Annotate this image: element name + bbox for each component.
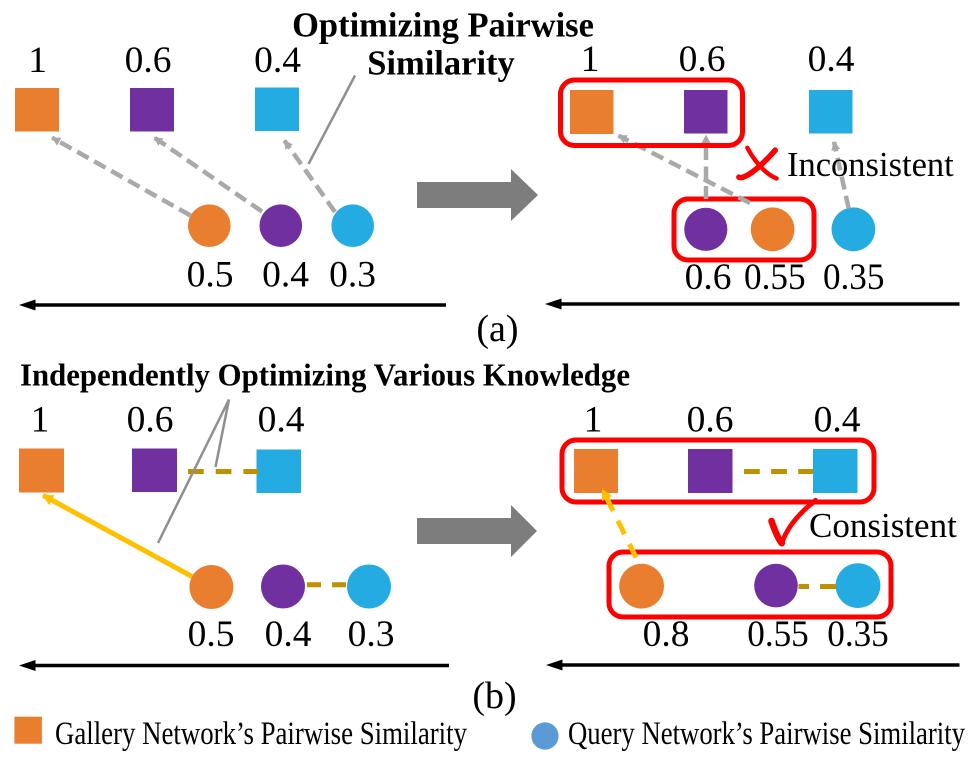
- svg-text:0.35: 0.35: [823, 257, 885, 298]
- svg-text:(a): (a): [476, 308, 518, 350]
- svg-text:0.6: 0.6: [125, 40, 172, 81]
- svg-text:1: 1: [31, 400, 50, 441]
- svg-text:0.8: 0.8: [643, 614, 690, 655]
- svg-text:0.6: 0.6: [127, 400, 174, 441]
- svg-text:Gallery Network’s Pairwise Sim: Gallery Network’s Pairwise Similarity: [55, 716, 467, 752]
- svg-text:0.6: 0.6: [679, 39, 726, 80]
- svg-text:0.3: 0.3: [329, 255, 376, 296]
- svg-text:0.4: 0.4: [254, 40, 301, 81]
- svg-text:Consistent: Consistent: [809, 506, 957, 545]
- svg-text:0.4: 0.4: [258, 400, 305, 441]
- svg-text:Inconsistent: Inconsistent: [787, 146, 954, 184]
- svg-text:0.6: 0.6: [687, 400, 734, 441]
- svg-text:Independently Optimizing Vario: Independently Optimizing Various Knowled…: [20, 358, 630, 393]
- svg-text:0.55: 0.55: [744, 257, 806, 298]
- svg-text:0.6: 0.6: [685, 257, 732, 298]
- svg-text:Optimizing Pairwise: Optimizing Pairwise: [292, 7, 594, 45]
- svg-text:Query Network’s Pairwise Simil: Query Network’s Pairwise Similarity: [568, 716, 965, 752]
- svg-text:1: 1: [28, 40, 47, 81]
- svg-text:0.3: 0.3: [348, 614, 395, 655]
- svg-text:0.4: 0.4: [814, 400, 861, 441]
- svg-text:0.5: 0.5: [187, 255, 234, 296]
- svg-text:0.4: 0.4: [808, 39, 855, 80]
- svg-text:0.5: 0.5: [188, 614, 235, 655]
- svg-text:0.55: 0.55: [747, 614, 809, 655]
- svg-text:Similarity: Similarity: [367, 45, 515, 83]
- svg-text:(b): (b): [472, 675, 516, 717]
- svg-text:0.35: 0.35: [827, 614, 889, 655]
- svg-text:1: 1: [584, 400, 603, 441]
- svg-text:0.4: 0.4: [262, 255, 309, 296]
- svg-text:1: 1: [581, 39, 600, 80]
- svg-text:0.4: 0.4: [265, 614, 312, 655]
